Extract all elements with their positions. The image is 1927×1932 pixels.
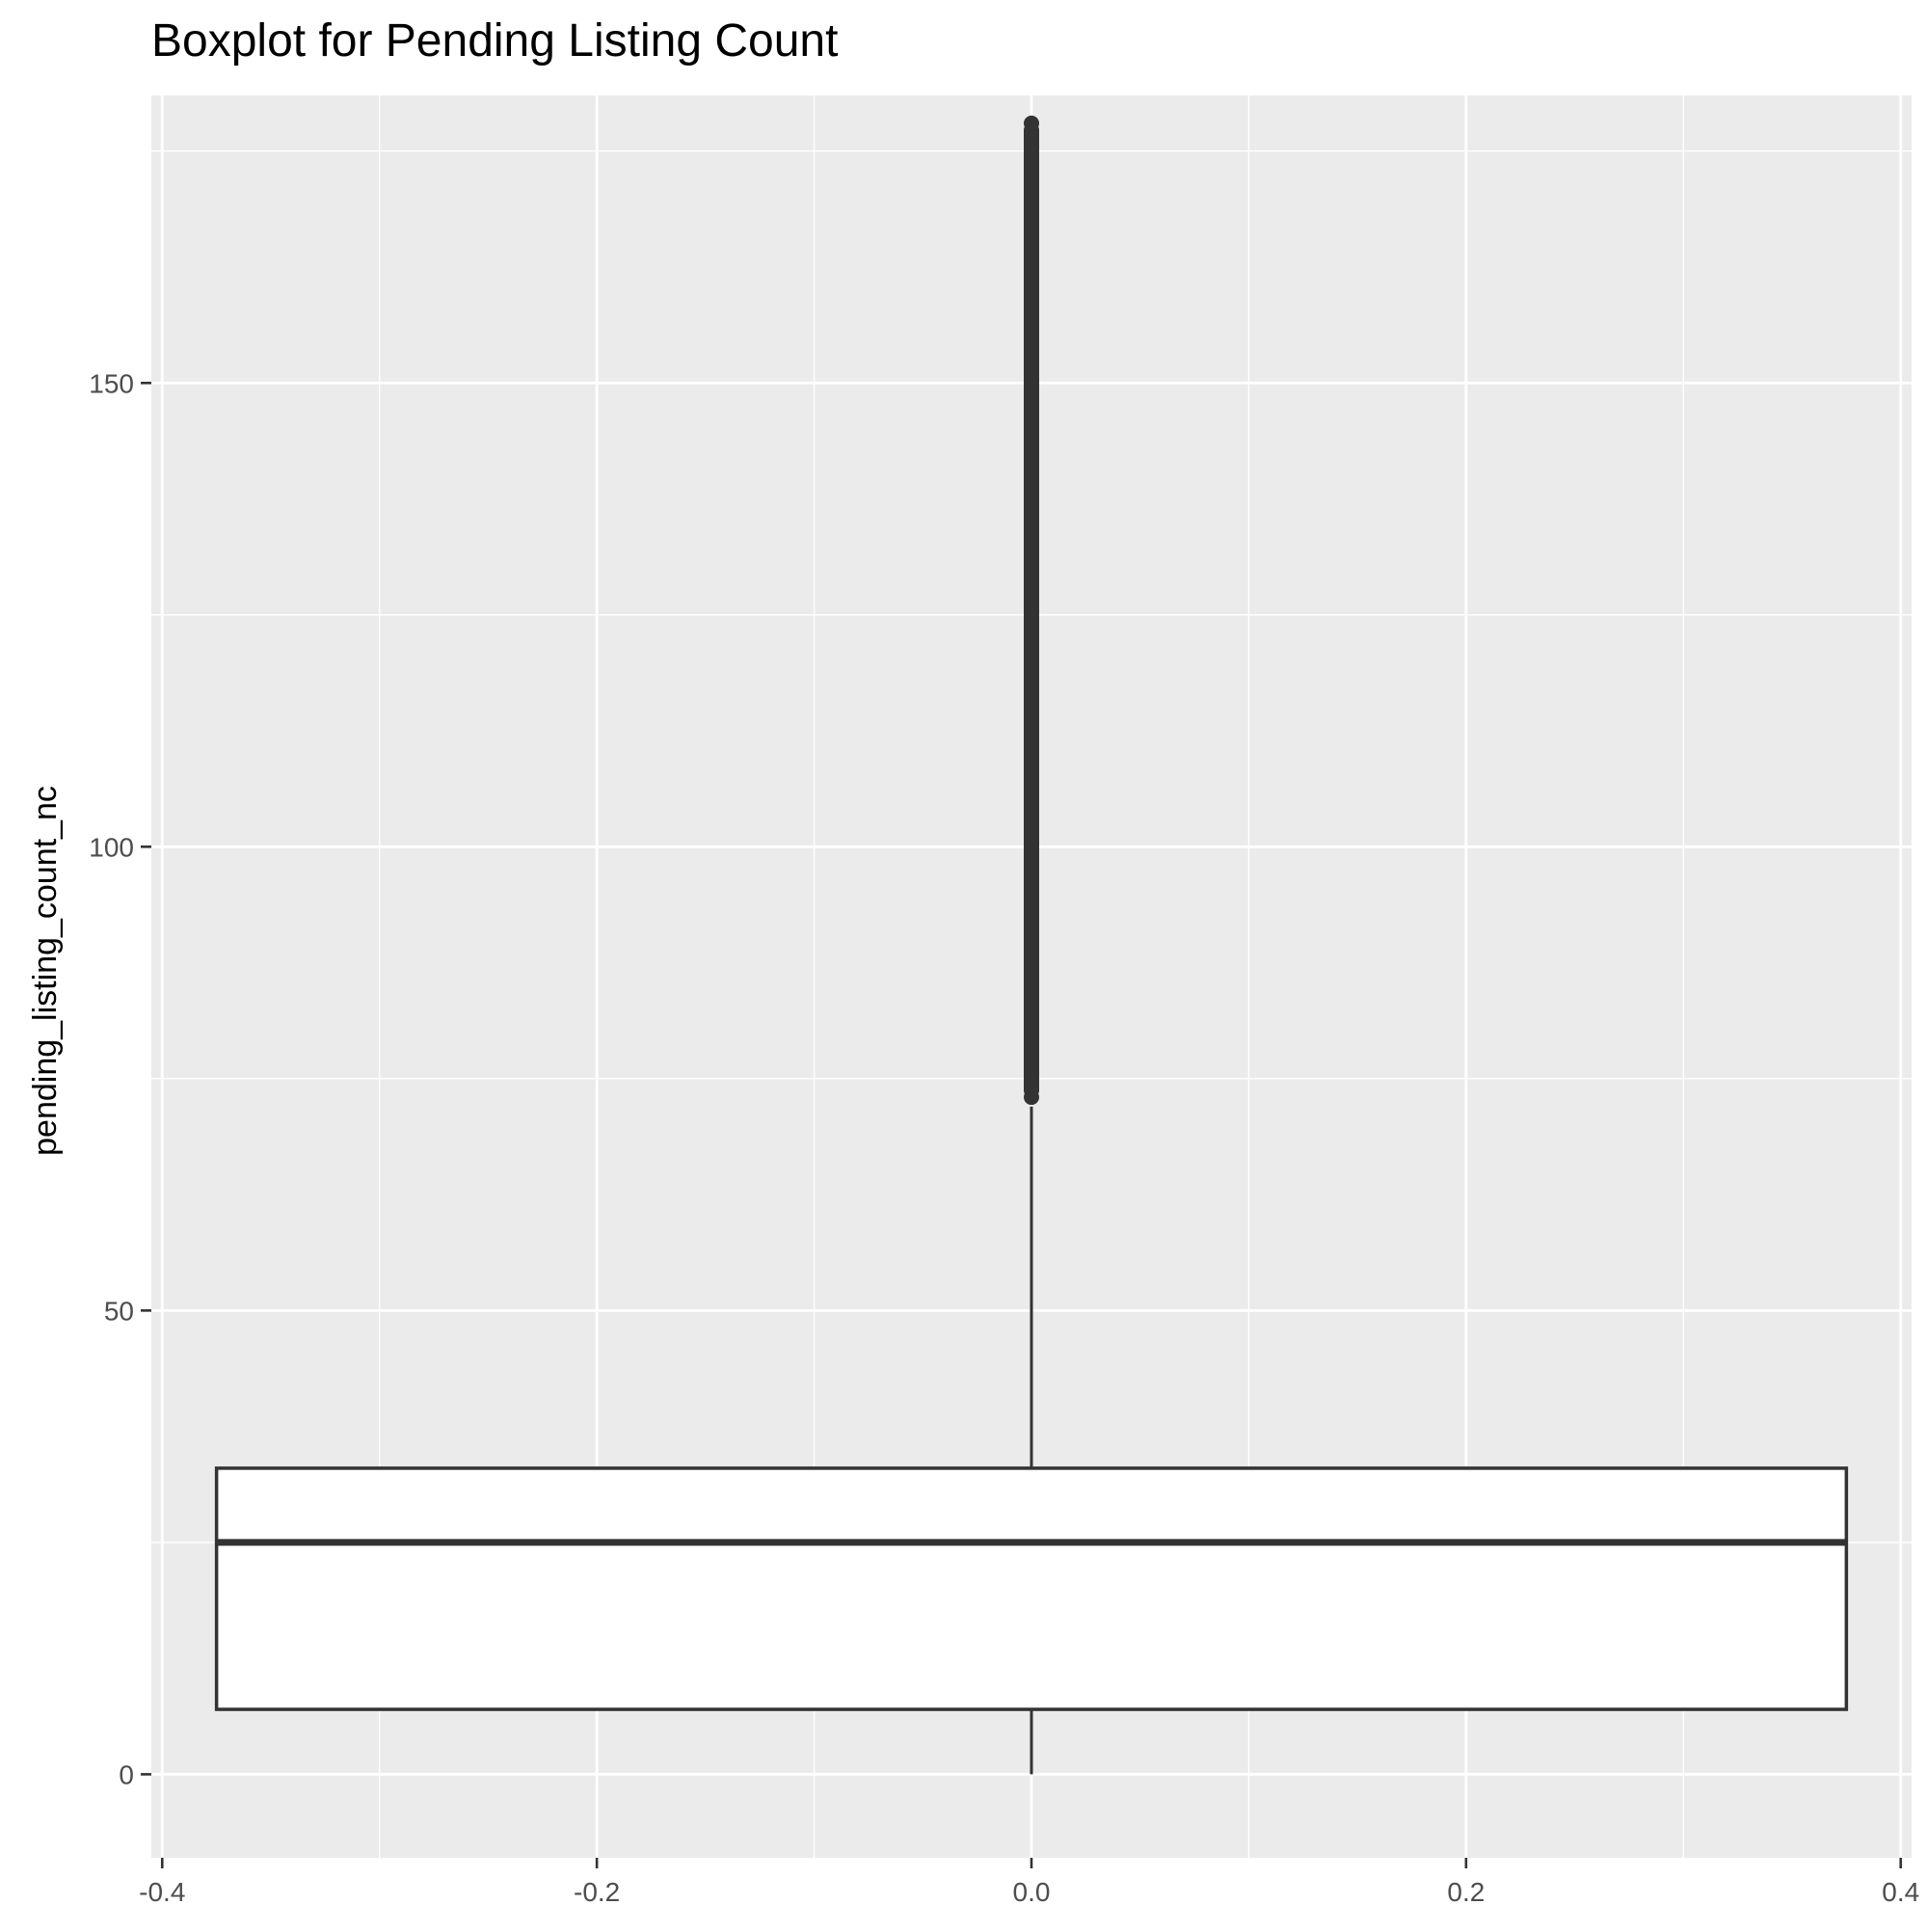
y-tick-label: 50 — [104, 1296, 134, 1326]
x-tick-label: 0.0 — [1013, 1877, 1051, 1907]
y-axis-label: pending_listing_count_nc — [27, 786, 64, 1156]
x-tick-label: 0.2 — [1447, 1877, 1485, 1907]
x-tick-label: 0.4 — [1882, 1877, 1919, 1907]
x-tick-label: -0.4 — [139, 1877, 185, 1907]
chart-title: Boxplot for Pending Listing Count — [151, 15, 838, 67]
boxplot-layer — [214, 115, 1849, 1775]
y-tick-label: 0 — [119, 1759, 134, 1789]
x-tick-label: -0.2 — [574, 1877, 620, 1907]
interquartile-box — [214, 1466, 1849, 1711]
outlier-point — [1024, 115, 1039, 131]
y-tick-label: 100 — [89, 832, 134, 862]
y-tick-label: 150 — [89, 368, 134, 398]
axes-layer: -0.4 -0.2 0.0 0.2 0.4 0 50 100 150 — [89, 368, 1919, 1907]
